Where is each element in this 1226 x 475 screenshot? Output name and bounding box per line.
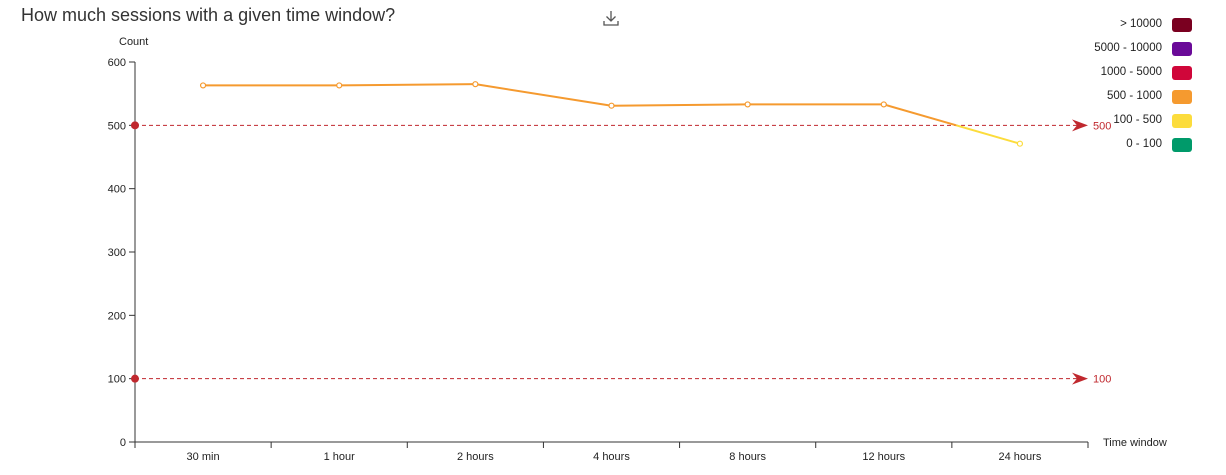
legend-swatch [1172, 18, 1192, 32]
y-tick-label: 100 [108, 374, 126, 386]
legend-item[interactable]: 5000 - 10000 [1080, 40, 1192, 58]
legend-label: 500 - 1000 [1107, 90, 1162, 102]
legend-swatch [1172, 66, 1192, 80]
legend-label: 100 - 500 [1113, 114, 1162, 126]
series-line-segment [611, 103, 748, 107]
data-point [199, 82, 207, 89]
y-tick-label: 200 [108, 310, 126, 322]
data-point [608, 102, 615, 109]
legend-swatch [1172, 42, 1192, 56]
x-tick-label: 30 min [187, 451, 220, 463]
y-axis-label: Count [119, 36, 148, 48]
legend-swatch [1172, 90, 1192, 104]
x-tick-label: 12 hours [862, 451, 905, 463]
y-tick-label: 0 [120, 437, 126, 449]
legend-label: 0 - 100 [1126, 138, 1162, 150]
legend-item[interactable]: 0 - 100 [1080, 136, 1192, 154]
reference-line-label: 100 [1093, 374, 1111, 386]
y-tick-label: 300 [108, 247, 126, 259]
legend-item[interactable]: > 10000 [1080, 16, 1192, 34]
reference-line-dot [131, 374, 139, 383]
series-line-segment [955, 124, 1021, 145]
data-point [1016, 140, 1024, 147]
y-tick-label: 400 [108, 184, 126, 196]
data-point [336, 82, 343, 89]
x-tick-label: 1 hour [324, 451, 356, 463]
legend-swatch [1172, 138, 1192, 152]
reference-line-label: 500 [1093, 120, 1111, 132]
y-tick-label: 500 [108, 120, 126, 132]
x-axis-label: Time window [1103, 437, 1167, 449]
legend-item[interactable]: 1000 - 5000 [1080, 64, 1192, 82]
x-tick-label: 2 hours [457, 451, 494, 463]
legend-label: 5000 - 10000 [1094, 42, 1162, 54]
series-line-segment [475, 83, 612, 107]
reference-line-dot [131, 121, 139, 130]
reference-line-arrow [1072, 119, 1088, 132]
x-tick-label: 24 hours [999, 451, 1042, 463]
download-icon[interactable] [601, 8, 621, 28]
legend-label: 1000 - 5000 [1100, 66, 1162, 78]
legend-label: > 10000 [1120, 18, 1162, 30]
data-point [880, 101, 887, 108]
data-point [472, 81, 479, 88]
legend-item[interactable]: 500 - 1000 [1080, 88, 1192, 106]
legend-swatch [1172, 114, 1192, 128]
reference-line-arrow [1072, 372, 1088, 385]
x-tick-label: 4 hours [593, 451, 630, 463]
series-line-segment [883, 103, 957, 127]
series-line-segment [339, 83, 476, 87]
y-tick-label: 600 [108, 57, 126, 69]
chart-title: How much sessions with a given time wind… [21, 5, 396, 25]
legend-item[interactable]: 100 - 500 [1080, 112, 1192, 130]
x-tick-label: 8 hours [729, 451, 766, 463]
data-point [744, 101, 751, 108]
